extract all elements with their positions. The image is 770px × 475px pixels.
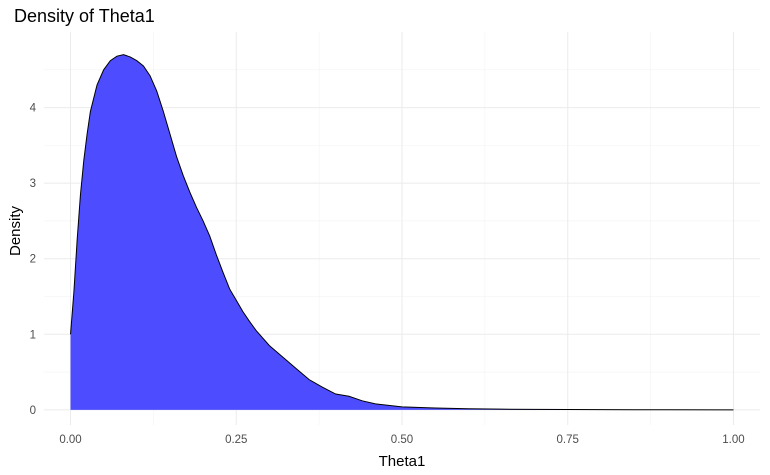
x-tick-label: 0.25 [225, 434, 247, 446]
x-tick-labels: 0.00 0.25 0.50 0.75 1.00 [59, 434, 744, 446]
chart-title: Density of Theta1 [14, 6, 155, 26]
y-tick-label: 4 [30, 103, 37, 115]
y-axis-title: Density [7, 205, 24, 256]
x-axis-title: Theta1 [379, 453, 426, 470]
y-tick-label: 3 [30, 178, 36, 190]
y-tick-labels: 0 1 2 3 4 [30, 103, 37, 417]
y-tick-label: 0 [30, 405, 36, 417]
y-tick-label: 1 [30, 329, 36, 341]
density-line [70, 54, 734, 411]
x-tick-label: 0.00 [59, 434, 81, 446]
density-area-layer [70, 54, 734, 411]
y-tick-label: 2 [30, 254, 36, 266]
density-area [70, 54, 734, 410]
x-tick-label: 0.50 [391, 434, 413, 446]
x-tick-label: 0.75 [557, 434, 579, 446]
x-tick-label: 1.00 [722, 434, 744, 446]
